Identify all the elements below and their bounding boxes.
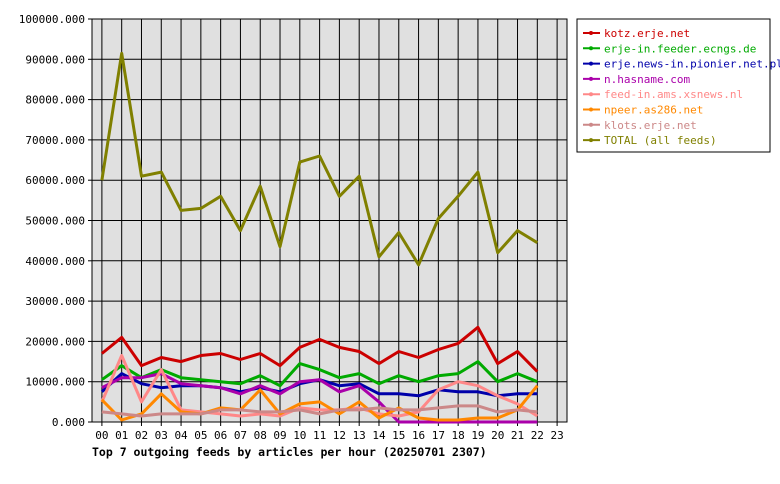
y-tick-label: 0.000 [52, 416, 85, 429]
y-axis-ticks: 0.000 10000.000 20000.000 30000.000 40000.00… [19, 13, 92, 429]
legend-label-total-all-feeds: TOTAL (all feeds) [604, 134, 717, 147]
x-tick-label: 12 [333, 429, 346, 442]
legend-label-n-hasname-com: n.hasname.com [604, 73, 690, 86]
legend-label-erje-in-feeder-ecngs-de: erje-in.feeder.ecngs.de [604, 42, 756, 55]
series-line-n-hasname-com [101, 372, 538, 424]
legend-label-klots-erje-net: klots.erje.net [604, 119, 697, 132]
y-tick-label: 70000.000 [25, 134, 85, 147]
series-line-erje-in-feeder-ecngs-de [101, 360, 538, 388]
x-tick-label: 17 [432, 429, 445, 442]
x-tick-label: 09 [273, 429, 286, 442]
x-tick-label: 08 [254, 429, 267, 442]
x-tick-label: 05 [194, 429, 207, 442]
legend-marker-n-hasname-com [589, 76, 593, 81]
x-tick-label: 19 [471, 429, 484, 442]
x-tick-label: 07 [234, 429, 247, 442]
x-tick-label: 16 [412, 429, 425, 442]
x-tick-label: 00 [95, 429, 108, 442]
legend-marker-npeer-as286-net [589, 107, 593, 112]
legend-label-kotz-erje-net: kotz.erje.net [604, 27, 690, 40]
x-axis-ticks: 00 01 02 03 04 05 06 07 08 09 10 11 12 13 14 15 16 17 18 19… [95, 422, 564, 442]
y-tick-label: 100000.000 [19, 13, 85, 26]
legend-label-erje-news-in-pionier-net-pl: erje.news-in.pionier.net.pl [604, 58, 780, 71]
legend-marker-feed-in-ams-xsnews-nl [589, 92, 593, 97]
legend-marker-erje-news-in-pionier-net-pl [589, 61, 593, 66]
x-tick-label: 03 [155, 429, 168, 442]
series-line-total-all-feeds [100, 51, 539, 267]
series-line-feed-in-ams-xsnews-nl [100, 354, 539, 418]
x-tick-label: 11 [313, 429, 326, 442]
series-line-kotz-erje-net [100, 325, 539, 373]
x-tick-label: 20 [491, 429, 504, 442]
series-line-npeer-as286-net [100, 384, 539, 422]
y-tick-label: 60000.000 [25, 174, 85, 187]
x-tick-label: 14 [372, 429, 386, 442]
legend-label-feed-in-ams-xsnews-nl: feed-in.ams.xsnews.nl [604, 88, 743, 101]
y-tick-label: 10000.000 [25, 376, 85, 389]
x-tick-label: 18 [452, 429, 465, 442]
chart-title: Top 7 outgoing feeds by articles per hou… [92, 445, 487, 459]
series-lines [100, 51, 539, 424]
legend-entries: kotz.erje.net erje-in.feeder.ecngs.de erje… [583, 27, 780, 147]
x-tick-label: 01 [115, 429, 128, 442]
x-tick-label: 21 [511, 429, 524, 442]
x-tick-label: 22 [531, 429, 544, 442]
y-tick-label: 30000.000 [25, 295, 85, 308]
x-tick-label: 23 [550, 429, 563, 442]
y-tick-label: 40000.000 [25, 255, 85, 268]
y-tick-label: 20000.000 [25, 335, 85, 348]
x-tick-label: 02 [135, 429, 148, 442]
legend-marker-total-all-feeds [589, 138, 593, 143]
x-tick-label: 13 [353, 429, 366, 442]
legend [576, 18, 771, 153]
legend-marker-erje-in-feeder-ecngs-de [589, 46, 593, 51]
x-tick-label: 10 [293, 429, 306, 442]
series-line-klots-erje-net [101, 404, 538, 418]
legend-marker-klots-erje-net [589, 122, 593, 127]
y-tick-label: 90000.000 [25, 53, 85, 66]
x-tick-label: 04 [174, 429, 188, 442]
legend-marker-kotz-erje-net [589, 31, 593, 35]
x-tick-label: 06 [214, 429, 227, 442]
y-tick-label: 80000.000 [25, 94, 85, 107]
legend-label-npeer-as286-net: npeer.as286.net [604, 104, 703, 117]
y-tick-label: 50000.000 [25, 215, 85, 228]
x-tick-label: 15 [392, 429, 405, 442]
